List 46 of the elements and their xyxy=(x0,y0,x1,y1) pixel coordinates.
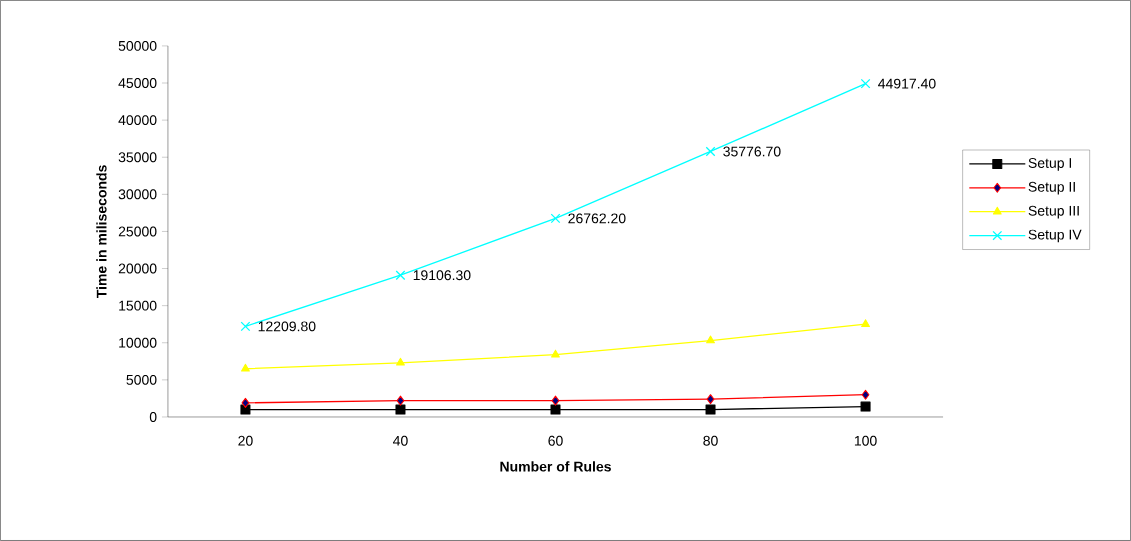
x-tick-label: 80 xyxy=(703,435,718,446)
x-tick-label: 60 xyxy=(548,435,563,446)
point xyxy=(550,213,561,224)
point xyxy=(706,394,715,405)
y-tick-label: 5000 xyxy=(126,374,157,385)
y-tick-label: 45000 xyxy=(118,78,157,89)
point xyxy=(395,270,406,281)
data-label: 12209.80 xyxy=(258,321,316,332)
point xyxy=(705,146,716,157)
point xyxy=(861,319,870,327)
point xyxy=(860,78,871,89)
y-tick-label: 50000 xyxy=(118,40,157,51)
point xyxy=(551,349,560,358)
data-label: 19106.30 xyxy=(413,270,471,281)
y-tick-label: 15000 xyxy=(119,300,157,311)
point xyxy=(706,335,715,344)
legend-label: Setup I xyxy=(1028,158,1072,171)
x-tick-label: 40 xyxy=(393,435,408,446)
point xyxy=(240,321,251,332)
point xyxy=(861,389,870,400)
point xyxy=(241,397,250,408)
legend-label: Setup IV xyxy=(1028,229,1082,243)
point xyxy=(241,363,250,372)
data-label: 26762.20 xyxy=(568,213,626,224)
x-tick-label: 20 xyxy=(238,435,253,446)
data-label: 35776.70 xyxy=(723,146,781,157)
point xyxy=(705,404,716,415)
point xyxy=(395,404,406,415)
point xyxy=(396,357,405,366)
legend-label: Setup II xyxy=(1028,181,1075,195)
y-tick-label: 30000 xyxy=(118,189,157,200)
point xyxy=(396,395,405,406)
x-tick-label: 100 xyxy=(854,435,877,446)
data-label: 44917.40 xyxy=(878,78,936,89)
point xyxy=(860,401,871,412)
y-tick-label: 25000 xyxy=(118,226,157,237)
point xyxy=(551,395,560,406)
y-tick-label: 20000 xyxy=(118,263,157,274)
x-axis-title: Number of Rules xyxy=(500,461,611,472)
y-tick-label: 0 xyxy=(149,412,157,422)
point xyxy=(550,404,561,415)
y-tick-label: 40000 xyxy=(118,115,157,126)
legend-label: Setup III xyxy=(1028,205,1079,219)
y-tick-label: 10000 xyxy=(119,337,157,348)
y-tick-label: 35000 xyxy=(118,152,157,163)
y-axis-title: Time in miliseconds xyxy=(96,165,107,299)
